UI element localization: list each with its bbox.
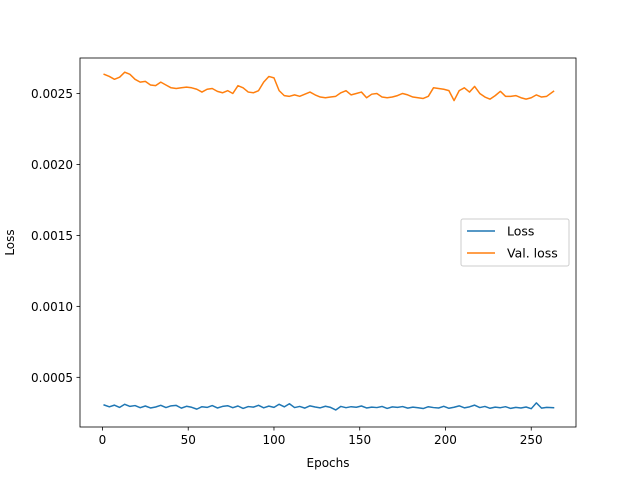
x-axis-label: Epochs (307, 456, 350, 470)
x-tick-label: 200 (434, 433, 457, 447)
legend-label-val-loss: Val. loss (507, 246, 558, 261)
y-axis-ticks: 0.0005 0.0010 0.0015 0.0020 0.0025 (31, 87, 80, 385)
series-layer (103, 71, 555, 411)
y-tick-label: 0.0020 (31, 158, 73, 172)
y-tick-label: 0.0025 (31, 87, 73, 101)
x-tick-label: 0 (99, 433, 107, 447)
y-tick-label: 0.0005 (31, 371, 73, 385)
x-tick-label: 50 (181, 433, 196, 447)
x-axis-ticks: 0 50 100 150 200 250 (99, 427, 543, 447)
y-tick-label: 0.0015 (31, 229, 73, 243)
legend-label-loss: Loss (507, 224, 534, 239)
y-tick-label: 0.0010 (31, 300, 73, 314)
series-line-loss (103, 402, 555, 411)
x-tick-label: 100 (263, 433, 286, 447)
y-axis-label: Loss (3, 229, 17, 255)
x-tick-label: 250 (520, 433, 543, 447)
plot-frame (79, 57, 577, 428)
legend: Loss Val. loss (460, 218, 570, 267)
series-line-val-loss (103, 71, 555, 102)
x-tick-label: 150 (348, 433, 371, 447)
